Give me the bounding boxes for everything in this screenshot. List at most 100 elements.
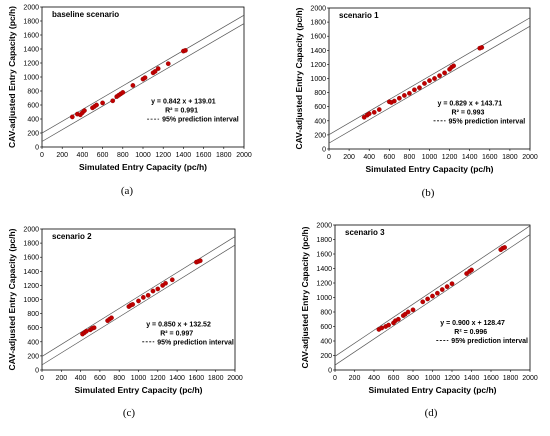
data-point bbox=[366, 111, 372, 117]
data-point bbox=[439, 287, 445, 292]
x-tick-label: 2000 bbox=[227, 375, 243, 382]
panel-title: scenario 1 bbox=[339, 11, 379, 20]
y-tick-label: 0 bbox=[322, 147, 326, 154]
x-tick-label: 2000 bbox=[522, 375, 538, 382]
fit-lines bbox=[335, 225, 530, 366]
y-tick-label: 400 bbox=[27, 117, 39, 124]
y-tick-label: 1800 bbox=[23, 241, 39, 248]
lower-prediction-line bbox=[42, 244, 235, 366]
x-axis-title: Simulated Entry Capacity (pc/h) bbox=[366, 164, 494, 174]
data-point bbox=[110, 98, 116, 104]
data-points bbox=[376, 245, 507, 332]
x-tick-label: 600 bbox=[383, 154, 395, 161]
data-point bbox=[136, 298, 141, 304]
x-tick-label: 800 bbox=[404, 154, 416, 161]
x-tick-label: 1000 bbox=[425, 375, 441, 382]
y-tick-label: 1800 bbox=[310, 20, 326, 27]
y-tick-label: 1400 bbox=[316, 266, 332, 273]
data-point bbox=[405, 309, 411, 315]
x-tick-label: 1000 bbox=[131, 375, 147, 382]
data-point bbox=[427, 78, 432, 83]
data-point bbox=[140, 295, 146, 300]
data-point bbox=[386, 322, 391, 328]
data-point bbox=[69, 114, 75, 120]
data-point bbox=[130, 83, 136, 88]
y-tick-label: 1200 bbox=[316, 281, 332, 288]
data-point bbox=[432, 76, 437, 81]
x-tick-label: 400 bbox=[75, 375, 87, 382]
data-point bbox=[435, 290, 440, 296]
x-tick-label: 1600 bbox=[482, 154, 498, 161]
y-tick-label: 200 bbox=[27, 353, 39, 360]
data-point bbox=[422, 81, 427, 86]
y-tick-label: 600 bbox=[314, 104, 326, 111]
x-tick-label: 800 bbox=[113, 375, 125, 382]
upper-prediction-line bbox=[335, 225, 530, 357]
y-axis-title: CAV-adjusted Entry Capacity (pc/h) bbox=[7, 6, 17, 148]
data-point bbox=[451, 63, 456, 69]
x-tick-label: 2000 bbox=[236, 152, 252, 159]
x-tick-label: 200 bbox=[56, 152, 68, 159]
y-tick-label: 1400 bbox=[23, 47, 39, 54]
y-axis-title: CAV-adjusted Entry Capacity (pc/h) bbox=[300, 226, 310, 368]
data-point bbox=[412, 87, 417, 93]
panel-label: (b) bbox=[422, 187, 435, 199]
y-tick-label: 600 bbox=[27, 325, 39, 332]
data-point bbox=[502, 245, 507, 250]
x-tick-label: 0 bbox=[40, 152, 44, 159]
data-point bbox=[410, 307, 416, 313]
x-tick-label: 400 bbox=[368, 375, 380, 382]
y-tick-label: 2000 bbox=[23, 5, 39, 12]
fit-equation: y = 0.842 x + 139.01 bbox=[151, 99, 216, 106]
x-axis-title: Simulated Entry Capacity (pc/h) bbox=[75, 385, 203, 395]
panel-3: 0 200 400 600 800 1000 1200 1400 1600 1800 2000020… bbox=[7, 227, 243, 420]
y-tick-label: 0 bbox=[35, 145, 39, 152]
y-axis-title: CAV-adjusted Entry Capacity (pc/h) bbox=[7, 228, 17, 370]
y-tick-label: 1800 bbox=[23, 19, 39, 26]
fit-equation: y = 0.829 x + 143.71 bbox=[438, 100, 503, 107]
data-point bbox=[152, 69, 158, 74]
data-point bbox=[396, 95, 402, 101]
x-tick-label: 0 bbox=[333, 375, 337, 382]
x-tick-label: 800 bbox=[407, 375, 419, 382]
data-point bbox=[183, 48, 188, 53]
x-tick-label: 1400 bbox=[176, 152, 192, 159]
data-points bbox=[80, 258, 203, 337]
x-tick-label: 400 bbox=[363, 154, 375, 161]
x-tick-label: 0 bbox=[40, 375, 44, 382]
panel-title: scenario 2 bbox=[52, 232, 92, 241]
x-tick-label: 600 bbox=[97, 152, 109, 159]
y-tick-label: 600 bbox=[27, 103, 39, 110]
y-tick-label: 400 bbox=[314, 118, 326, 125]
x-tick-label: 600 bbox=[388, 375, 400, 382]
x-tick-label: 800 bbox=[117, 152, 129, 159]
data-point bbox=[479, 45, 485, 50]
data-point bbox=[442, 70, 447, 76]
x-tick-label: 1400 bbox=[169, 375, 185, 382]
data-point bbox=[109, 315, 114, 321]
x-tick-label: 1800 bbox=[208, 375, 224, 382]
panel-2: 0 200 400 600 800 1000 1200 1400 1600 1800 2000 0 20… bbox=[294, 6, 538, 200]
x-tick-label: 1400 bbox=[464, 375, 480, 382]
panel-label: (a) bbox=[121, 185, 134, 197]
x-tick-label: 1800 bbox=[503, 375, 519, 382]
data-point bbox=[145, 292, 151, 298]
y-axis-title: CAV-adjusted Entry Capacity (pc/h) bbox=[294, 7, 304, 149]
y-tick-label: 800 bbox=[27, 89, 39, 96]
y-tick-label: 1600 bbox=[23, 33, 39, 40]
data-point bbox=[430, 293, 435, 299]
data-point bbox=[91, 325, 97, 331]
data-point bbox=[150, 288, 156, 294]
x-tick-label: 1600 bbox=[189, 375, 205, 382]
data-point bbox=[402, 93, 407, 98]
x-tick-label: 1000 bbox=[135, 152, 151, 159]
y-tick-label: 2000 bbox=[23, 227, 39, 234]
data-point bbox=[197, 258, 203, 264]
x-tick-label: 1600 bbox=[196, 152, 212, 159]
x-tick-label: 0 bbox=[327, 154, 331, 161]
x-tick-label: 1000 bbox=[422, 154, 438, 161]
panel-label: (c) bbox=[123, 407, 136, 419]
x-tick-label: 1200 bbox=[444, 375, 460, 382]
y-tick-label: 1000 bbox=[23, 297, 39, 304]
